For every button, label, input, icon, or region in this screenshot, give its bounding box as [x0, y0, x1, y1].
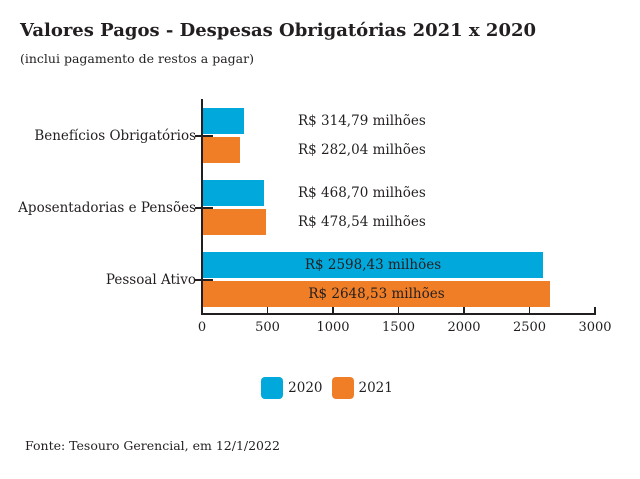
legend-swatch	[261, 377, 284, 399]
x-tick-label: 3000	[578, 320, 612, 335]
page-title: Valores Pagos - Despesas Obrigatórias 20…	[20, 20, 537, 41]
page-subtitle: (inclui pagamento de restos a pagar)	[20, 51, 254, 66]
x-tick	[332, 307, 334, 313]
bar-label: R$ 2648,53 milhões	[308, 286, 445, 302]
x-tick-label: 1500	[381, 320, 416, 335]
source-note: Fonte: Tesouro Gerencial, em 12/1/2022	[25, 438, 280, 453]
x-tick-label: 2500	[512, 320, 547, 335]
x-axis	[200, 313, 596, 315]
y-tick	[195, 278, 213, 281]
bar	[203, 108, 244, 134]
bar	[203, 281, 550, 307]
x-tick	[201, 307, 203, 313]
x-tick	[528, 307, 531, 313]
category-label: Benefícios Obrigatórios	[34, 127, 196, 144]
bar-label: R$ 314,79 milhões	[298, 113, 426, 129]
legend-item: 2020	[261, 377, 323, 399]
x-tick	[397, 307, 400, 313]
legend-item: 2021	[331, 377, 393, 399]
category-label: Aposentadorias e Pensões	[18, 199, 196, 216]
bar	[203, 180, 264, 206]
legend-swatch	[331, 377, 354, 399]
x-tick	[463, 307, 465, 313]
x-tick	[266, 307, 269, 313]
bar	[203, 137, 240, 163]
bar	[203, 209, 266, 235]
legend-label: 2021	[358, 380, 393, 396]
legend-label: 2020	[288, 380, 323, 396]
x-tick-label: 500	[255, 320, 280, 335]
x-tick-label: 2000	[447, 320, 481, 335]
bar-label: R$ 2598,43 milhões	[304, 257, 442, 273]
x-tick	[594, 307, 596, 313]
x-tick-label: 0	[197, 320, 207, 335]
bar-label: R$ 478,54 milhões	[298, 214, 426, 230]
chart-legend: 2020 2021	[0, 377, 640, 399]
x-tick-label: 1000	[316, 320, 350, 335]
bar-label: R$ 282,04 milhões	[298, 142, 426, 158]
bar	[203, 252, 543, 278]
bar-label: R$ 468,70 milhões	[298, 185, 426, 201]
y-tick	[195, 206, 213, 209]
category-label: Pessoal Ativo	[105, 271, 196, 288]
y-tick	[195, 134, 213, 137]
